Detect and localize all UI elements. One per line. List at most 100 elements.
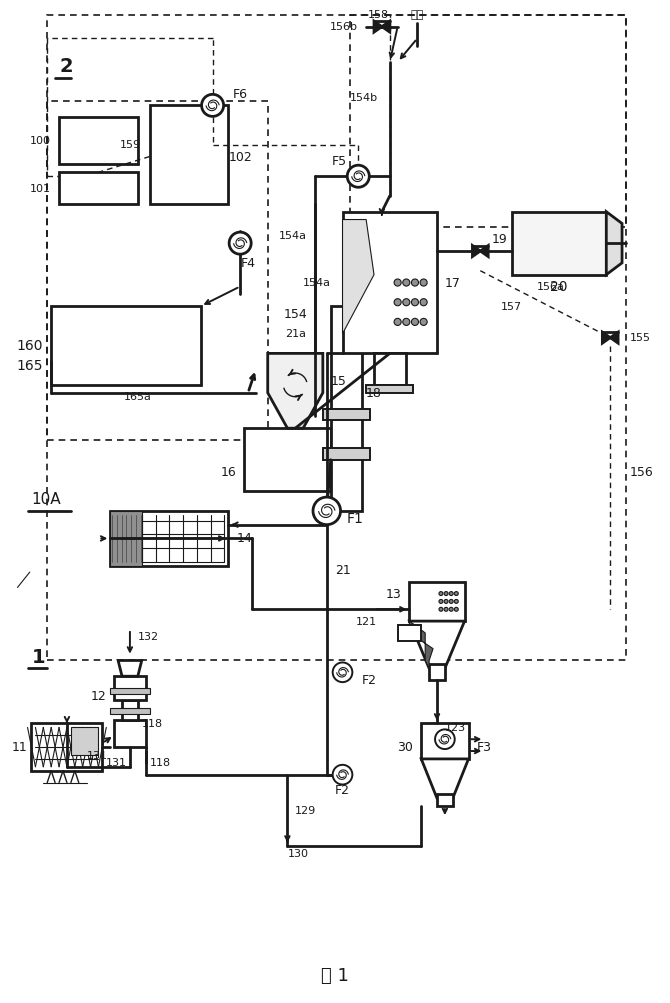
Bar (47, 15, 625, 661)
Polygon shape (381, 22, 389, 33)
Bar (244, 428, 330, 491)
Circle shape (402, 280, 409, 287)
Bar (366, 385, 413, 393)
Text: 1: 1 (31, 647, 45, 666)
Bar (31, 723, 103, 771)
Text: 30: 30 (397, 741, 413, 753)
Text: 160: 160 (17, 339, 44, 353)
Text: 154a: 154a (279, 231, 307, 241)
Bar (149, 106, 228, 205)
Circle shape (449, 600, 452, 604)
Polygon shape (472, 246, 480, 257)
Bar (397, 625, 421, 641)
Bar (71, 727, 98, 755)
Bar (330, 307, 362, 512)
Text: 131: 131 (106, 758, 127, 768)
Text: 121: 121 (355, 616, 377, 626)
Circle shape (411, 299, 418, 306)
Bar (47, 102, 267, 440)
Bar (110, 688, 149, 694)
Text: 130: 130 (287, 849, 308, 859)
Text: 21a: 21a (284, 329, 306, 339)
Text: 165: 165 (17, 358, 44, 372)
Circle shape (201, 95, 223, 117)
Bar (350, 15, 625, 228)
Circle shape (438, 592, 442, 596)
Text: 19: 19 (492, 233, 507, 246)
Circle shape (332, 765, 352, 784)
Polygon shape (342, 220, 374, 334)
Bar (429, 665, 444, 680)
Bar (59, 117, 137, 164)
Circle shape (393, 319, 401, 326)
Circle shape (402, 299, 409, 306)
Text: 154a: 154a (302, 278, 330, 288)
Circle shape (444, 600, 448, 604)
Circle shape (434, 729, 454, 749)
Circle shape (454, 600, 458, 604)
Text: 21: 21 (334, 564, 350, 577)
Text: 129: 129 (295, 805, 316, 815)
Circle shape (393, 299, 401, 306)
Polygon shape (409, 621, 464, 669)
Bar (421, 723, 468, 759)
Circle shape (419, 280, 427, 287)
Circle shape (438, 608, 442, 612)
Circle shape (444, 592, 448, 596)
Circle shape (454, 608, 458, 612)
Circle shape (438, 600, 442, 604)
Text: 132: 132 (137, 632, 159, 642)
Bar (114, 676, 145, 700)
Text: 10A: 10A (31, 491, 61, 507)
Polygon shape (267, 354, 322, 428)
Text: 154b: 154b (349, 93, 377, 103)
Polygon shape (480, 246, 488, 257)
Bar (409, 582, 464, 621)
Text: 2: 2 (59, 57, 72, 76)
Circle shape (347, 165, 368, 188)
Text: 20: 20 (549, 280, 567, 294)
Text: 123: 123 (444, 722, 466, 732)
Text: 159: 159 (119, 140, 140, 150)
Polygon shape (421, 759, 468, 798)
Bar (114, 720, 145, 747)
Polygon shape (118, 661, 141, 676)
Text: 156b: 156b (330, 22, 358, 32)
Text: 12: 12 (90, 690, 106, 702)
Text: 118: 118 (149, 758, 170, 768)
Text: F2: F2 (334, 784, 350, 797)
Text: 155: 155 (629, 333, 650, 343)
Text: F4: F4 (241, 257, 255, 270)
Text: 17: 17 (444, 277, 460, 290)
Text: 18: 18 (366, 386, 381, 399)
Polygon shape (374, 22, 381, 33)
Circle shape (419, 299, 427, 306)
Text: 158: 158 (367, 10, 388, 20)
Text: F3: F3 (476, 741, 490, 753)
Circle shape (229, 233, 251, 255)
Text: F1: F1 (346, 512, 363, 526)
Circle shape (419, 319, 427, 326)
Text: 14: 14 (236, 533, 252, 546)
Bar (511, 212, 606, 275)
Text: F6: F6 (232, 87, 247, 100)
Text: F2: F2 (362, 674, 377, 687)
Bar (374, 354, 405, 385)
Text: 16: 16 (220, 465, 236, 478)
Bar (51, 307, 200, 385)
Text: 102: 102 (228, 150, 252, 163)
Circle shape (454, 592, 458, 596)
Bar (59, 173, 137, 205)
Circle shape (411, 319, 418, 326)
Text: 100: 100 (30, 136, 51, 146)
Circle shape (402, 319, 409, 326)
Text: 154: 154 (283, 308, 307, 321)
Bar (322, 409, 370, 420)
Bar (110, 512, 141, 567)
Circle shape (393, 280, 401, 287)
Text: 165a: 165a (124, 392, 151, 402)
Bar (110, 708, 149, 714)
Text: 燃料: 燃料 (410, 10, 423, 20)
Text: 157: 157 (500, 302, 522, 312)
Text: 図 1: 図 1 (320, 967, 348, 985)
